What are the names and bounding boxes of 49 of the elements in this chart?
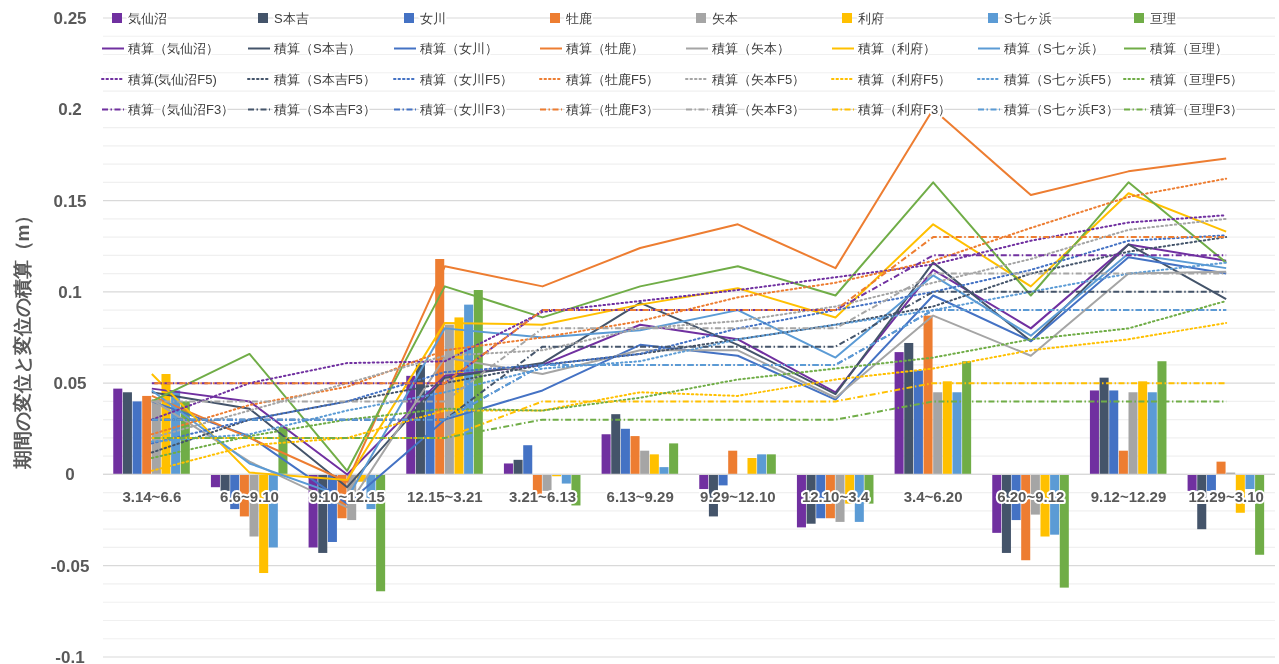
y-tick-label: 0.1 <box>58 282 82 302</box>
legend-label: 積算（亘理） <box>1150 41 1228 57</box>
legend-label: 牡鹿 <box>566 10 592 26</box>
legend-label: 積算（S七ヶ浜） <box>1004 41 1104 57</box>
legend-label: 女川 <box>420 10 446 26</box>
y-tick-label: 0.25 <box>53 8 87 28</box>
y-tick-label: 0.2 <box>58 100 82 120</box>
legend-label: 積算（利府F5） <box>858 71 952 87</box>
y-axis-title: 期間の変位と変位の積算（m） <box>11 205 33 471</box>
x-tick-label: 12.15~3.21 <box>407 488 483 506</box>
x-tick-label: 3.14~6.6 <box>122 488 182 506</box>
legend-label: 積算（亘理F3） <box>1150 102 1244 118</box>
legend-label: 積算（S本吉F5） <box>274 71 376 87</box>
legend-label: S本吉 <box>274 10 309 26</box>
legend-label: 気仙沼 <box>128 10 167 26</box>
x-tick-label: 6.6~9.10 <box>220 488 279 506</box>
legend-label: 積算(気仙沼F5) <box>128 71 217 87</box>
legend-label: 積算（矢本F3） <box>712 102 806 118</box>
legend-label: 積算（利府） <box>858 41 936 57</box>
x-tick-label: 12.10~3.4 <box>801 488 870 506</box>
x-tick-label: 6.20~9.12 <box>997 488 1065 506</box>
legend-label: 積算（S七ヶ浜F5） <box>1004 71 1119 87</box>
legend-label: 積算（矢本F5） <box>712 71 806 87</box>
x-tick-label: 6.13~9.29 <box>606 488 674 506</box>
legend-label: 積算（女川F3） <box>420 102 514 118</box>
legend-label: 利府 <box>858 10 884 26</box>
y-tick-label: -0.05 <box>50 556 90 576</box>
legend-label: S七ヶ浜 <box>1004 10 1052 26</box>
legend-label: 矢本 <box>712 10 738 26</box>
legend-label: 積算（S本吉） <box>274 41 361 57</box>
legend-label: 積算（牡鹿F3） <box>566 102 660 118</box>
y-tick-label: -0.1 <box>55 647 85 664</box>
x-tick-label: 3.4~6.20 <box>903 488 963 506</box>
legend-label: 積算（牡鹿） <box>566 41 644 57</box>
y-tick-label: 0.15 <box>53 191 87 211</box>
y-tick-label: 0 <box>65 465 75 485</box>
y-tick-label: 0.05 <box>53 374 87 394</box>
legend-label: 積算（気仙沼F3） <box>128 102 235 118</box>
legend-label: 積算（S本吉F3） <box>274 102 376 118</box>
legend-label: 積算（牡鹿F5） <box>566 71 660 87</box>
legend-label: 積算（気仙沼） <box>128 41 219 57</box>
x-tick-label: 9.10~12.15 <box>309 488 385 506</box>
legend-label: 積算（S七ヶ浜F3） <box>1004 102 1119 118</box>
legend-label: 積算（亘理F5） <box>1150 71 1244 87</box>
legend-label: 亘理 <box>1150 10 1176 26</box>
legend-label: 積算（女川F5） <box>420 71 514 87</box>
legend-label: 積算（女川） <box>420 41 498 57</box>
x-tick-label: 9.12~12.29 <box>1090 488 1167 506</box>
legend-label: 積算（矢本） <box>712 41 790 57</box>
